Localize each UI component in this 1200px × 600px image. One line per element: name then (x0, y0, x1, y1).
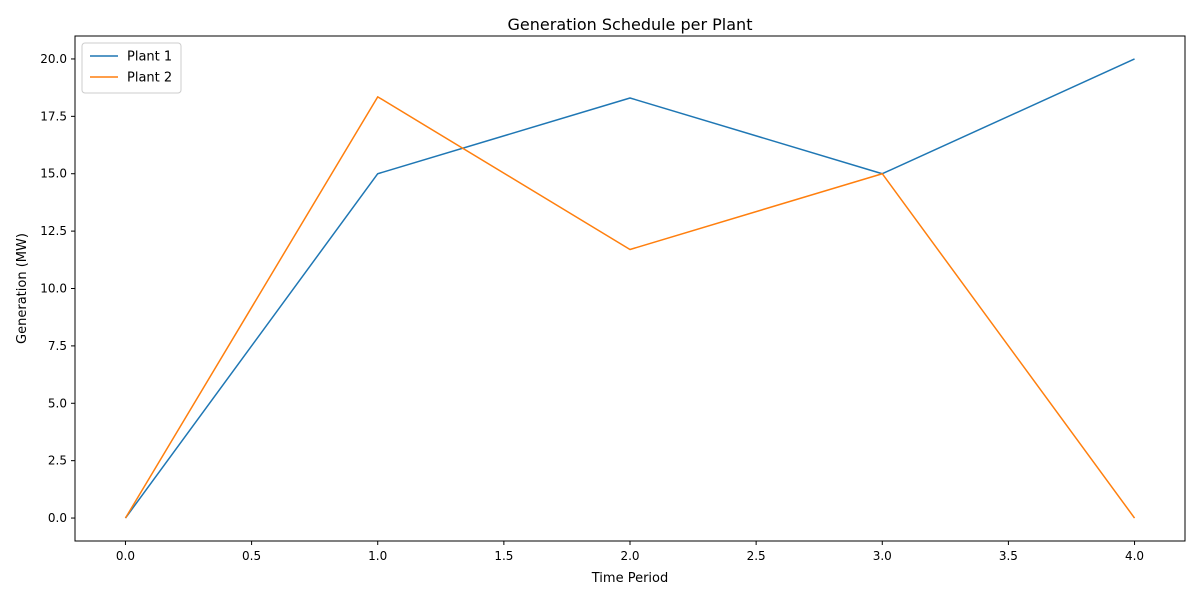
legend-label-1: Plant 1 (127, 50, 172, 65)
y-tick-label: 7.5 (48, 339, 67, 353)
y-axis: 0.0 2.5 5.0 7.5 10.0 12.5 15.0 17.5 20.0 (40, 52, 75, 525)
x-tick-label: 0.5 (242, 549, 261, 563)
x-tick-label: 2.0 (620, 549, 639, 563)
x-tick-label: 1.0 (368, 549, 387, 563)
series-line-1 (124, 58, 1135, 519)
x-tick-label: 2.5 (747, 549, 766, 563)
series-lines (124, 58, 1136, 519)
x-tick-label: 3.0 (873, 549, 892, 563)
x-tick-label: 3.5 (999, 549, 1018, 563)
y-axis-label: Generation (MW) (15, 233, 30, 344)
y-tick-label: 12.5 (40, 224, 67, 238)
x-tick-label: 0.0 (116, 549, 135, 563)
x-axis-label: Time Period (591, 571, 668, 586)
y-tick-label: 0.0 (48, 511, 67, 525)
y-tick-label: 20.0 (40, 52, 67, 66)
x-tick-label: 4.0 (1125, 549, 1144, 563)
y-tick-label: 2.5 (48, 454, 67, 468)
legend-label-2: Plant 2 (127, 71, 172, 86)
y-tick-label: 17.5 (40, 109, 67, 123)
y-tick-label: 10.0 (40, 282, 67, 296)
x-tick-label: 1.5 (494, 549, 513, 563)
chart-title: Generation Schedule per Plant (508, 15, 753, 34)
legend: Plant 1 Plant 2 (81, 42, 182, 94)
y-tick-label: 15.0 (40, 167, 67, 181)
x-axis: 0.0 0.5 1.0 1.5 2.0 2.5 3.0 3.5 4.0 (116, 541, 1144, 563)
series-line-2 (124, 96, 1136, 519)
y-tick-label: 5.0 (48, 396, 67, 410)
